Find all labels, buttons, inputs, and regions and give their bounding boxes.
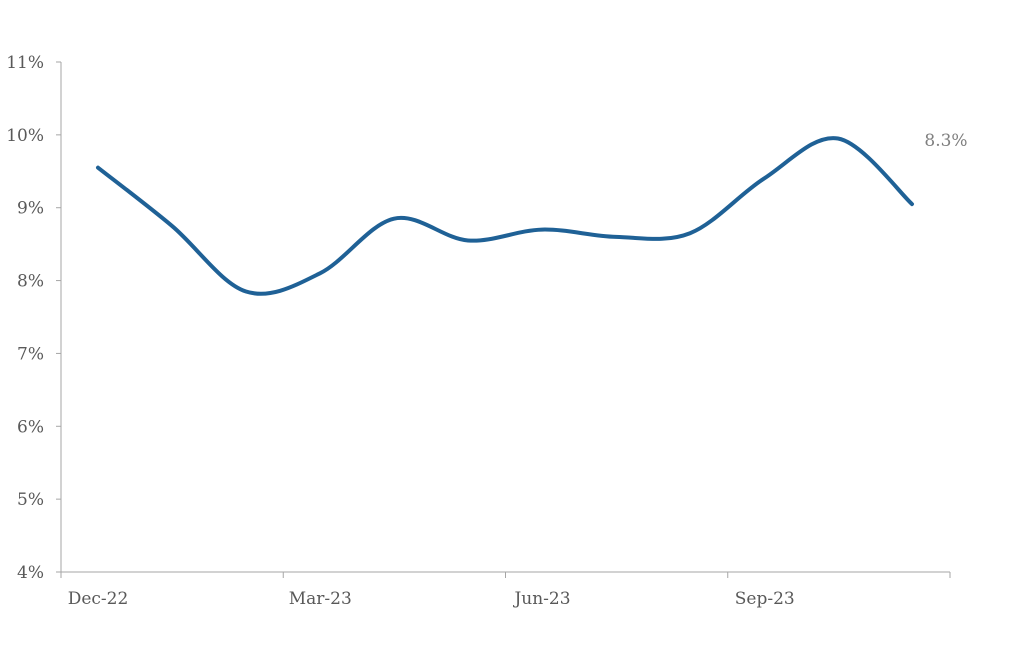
y-axis: 4% 5% 6% 7% 8% 9% 10% 11%: [6, 53, 62, 583]
x-tick-label: Sep-23: [735, 589, 795, 609]
series-area: [96, 136, 914, 296]
y-tick-label: 7%: [17, 344, 44, 364]
y-tick-label: 11%: [6, 53, 44, 73]
x-tick-label: Jun-23: [512, 589, 570, 609]
y-tick-label: 5%: [17, 490, 44, 510]
x-tick-label: Dec-22: [68, 589, 129, 609]
y-tick-label: 9%: [17, 199, 44, 219]
y-tick-label: 6%: [17, 417, 44, 437]
series-line: [96, 136, 914, 296]
y-tick-label: 4%: [17, 563, 44, 583]
y-tick-label: 8%: [17, 272, 44, 292]
data-label: 8.3%: [924, 131, 967, 151]
x-axis: Dec-22 Mar-23 Jun-23 Sep-23: [60, 571, 951, 609]
y-tick-label: 10%: [6, 126, 44, 146]
x-tick-label: Mar-23: [289, 589, 352, 609]
